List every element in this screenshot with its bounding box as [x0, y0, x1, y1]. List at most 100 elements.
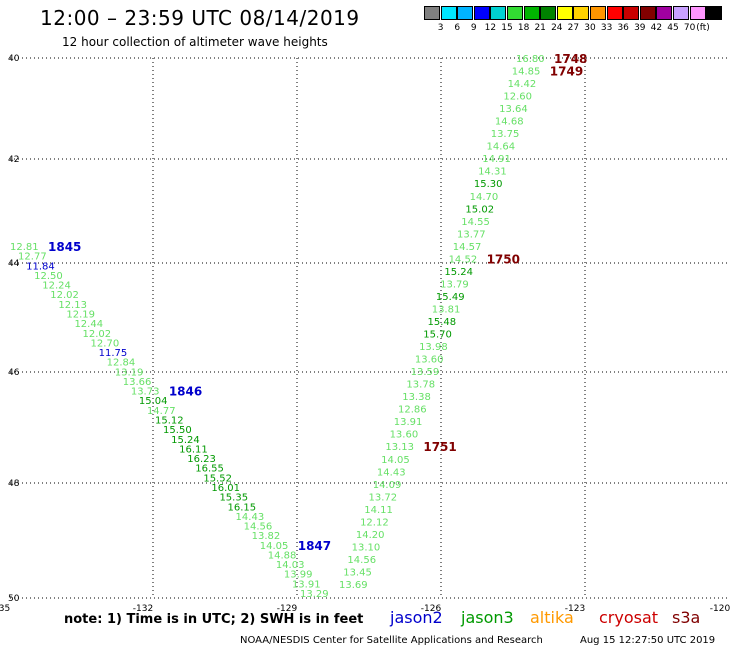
color-scale-legend: 3 6 9 12 15 18 21 24 27 30 33 36 39 42 45 70 (ft): [424, 6, 726, 36]
swh-value-label: 14.05: [260, 541, 289, 552]
swh-value-label: 15.12: [155, 416, 184, 427]
swh-value-label: 14.85: [512, 67, 541, 78]
swh-value-label: 16.23: [187, 454, 216, 465]
satellite-legend-item: s3a: [672, 608, 701, 627]
pass-time-label: 1749: [550, 65, 583, 79]
latitude-tick-label: 48: [8, 479, 20, 489]
swh-value-label: 14.09: [373, 480, 402, 491]
swh-value-label: 13.91: [292, 579, 321, 590]
swh-value-label: 14.64: [487, 142, 516, 153]
longitude-tick-label: -135: [0, 604, 10, 614]
satellite-legend-item: jason3: [461, 608, 514, 627]
swh-value-label: 12.60: [503, 92, 532, 103]
satellite-legend-item: cryosat: [599, 608, 659, 627]
scale-tick-label: 12: [484, 23, 497, 33]
swh-value-label: 15.49: [436, 292, 465, 303]
swh-value-label: 14.77: [147, 406, 176, 417]
color-swatch: [623, 6, 640, 20]
swh-value-label: 12.13: [58, 300, 87, 311]
swh-value-label: 13.72: [369, 492, 398, 503]
swh-value-label: 13.38: [402, 392, 431, 403]
swh-value-label: 15.04: [139, 396, 168, 407]
swh-value-label: 12.02: [50, 290, 79, 301]
pass-time-label: 1846: [169, 385, 202, 399]
swh-value-label: 14.56: [244, 522, 273, 533]
page-subtitle: 12 hour collection of altimeter wave hei…: [62, 35, 328, 49]
swh-value-label: 15.48: [428, 317, 457, 328]
longitude-tick-label: -126: [421, 604, 442, 614]
scale-tick-label: 24: [551, 23, 563, 33]
longitude-tick-label: -132: [133, 604, 153, 614]
swh-value-label: 15.24: [444, 267, 473, 278]
scale-tick-label: 42: [650, 23, 663, 33]
color-swatch: [590, 6, 606, 20]
swh-value-label: 14.68: [495, 117, 524, 128]
swh-value-label: 16.80: [516, 54, 545, 65]
swh-value-label: 14.31: [478, 167, 507, 178]
swh-value-label: 16.15: [228, 502, 257, 513]
swh-value-label: 13.66: [123, 377, 152, 388]
swh-value-label: 12.12: [360, 517, 389, 528]
swh-value-label: 12.84: [107, 358, 136, 369]
swh-value-label: 11.75: [99, 348, 128, 359]
latitude-tick-label: 40: [8, 54, 20, 64]
swh-value-label: 14.70: [470, 192, 499, 203]
color-swatch: [573, 6, 590, 20]
swh-value-label: 14.43: [377, 467, 406, 478]
swh-value-label: 15.30: [474, 179, 503, 190]
swh-value-label: 15.70: [423, 330, 452, 341]
scale-tick-label: 6: [454, 23, 461, 33]
color-swatch: [540, 6, 557, 20]
swh-value-label: 13.78: [406, 380, 435, 391]
swh-value-label: 13.60: [415, 355, 444, 366]
latitude-tick-label: 50: [8, 594, 20, 604]
page-title: 12:00 – 23:59 UTC 08/14/2019: [40, 6, 360, 30]
scale-unit-label: (ft): [696, 23, 710, 33]
pass-time-label: 1845: [48, 240, 81, 254]
swh-value-label: 16.01: [211, 483, 240, 494]
footer-credit: NOAA/NESDIS Center for Satellite Applica…: [240, 635, 543, 646]
swh-value-label: 13.77: [457, 229, 486, 240]
swh-value-label: 12.50: [34, 271, 63, 282]
color-swatch: [673, 6, 689, 20]
swh-value-label: 13.60: [390, 430, 419, 441]
scale-tick-label: 45: [667, 23, 679, 33]
swh-value-label: 14.56: [347, 555, 376, 566]
swh-value-label: 16.11: [179, 444, 208, 455]
swh-value-label: 15.52: [203, 473, 232, 484]
swh-value-label: 13.73: [131, 387, 160, 398]
swh-value-label: 15.02: [465, 204, 494, 215]
scale-tick-label: 18: [517, 23, 530, 33]
swh-value-label: 13.59: [411, 367, 440, 378]
pass-time-label: 1847: [298, 539, 331, 553]
swh-value-label: 12.77: [18, 252, 47, 263]
scale-tick-label: 39: [634, 23, 646, 33]
swh-value-label: 12.02: [83, 329, 112, 340]
color-swatch: [490, 6, 507, 20]
latitude-tick-label: 44: [8, 259, 20, 269]
swh-value-label: 15.24: [171, 435, 200, 446]
color-swatch: [556, 6, 573, 20]
color-swatch: [507, 6, 523, 20]
pass-time-label: 1750: [487, 252, 520, 266]
swh-value-label: 14.55: [461, 217, 490, 228]
swh-value-label: 12.44: [74, 319, 103, 330]
swh-value-label: 14.88: [268, 550, 297, 561]
color-swatch: [606, 6, 623, 20]
footer-timestamp: Aug 15 12:27:50 UTC 2019: [580, 635, 716, 646]
swh-value-label: 14.57: [453, 242, 482, 253]
swh-value-label: 12.81: [10, 242, 39, 253]
swh-value-label: 13.75: [491, 129, 520, 140]
swh-value-label: 15.35: [219, 493, 248, 504]
color-swatch: [706, 6, 723, 20]
color-swatch: [523, 6, 540, 20]
swh-value-label: 13.81: [432, 304, 461, 315]
swh-value-label: 14.11: [364, 505, 393, 516]
satellite-legend-item: altika: [530, 608, 574, 627]
scale-tick-label: 33: [600, 23, 613, 33]
color-swatch: [457, 6, 474, 20]
scale-tick-label: 3: [437, 23, 444, 33]
swh-value-label: 12.19: [66, 309, 95, 320]
scale-tick-label: 70: [683, 23, 696, 33]
